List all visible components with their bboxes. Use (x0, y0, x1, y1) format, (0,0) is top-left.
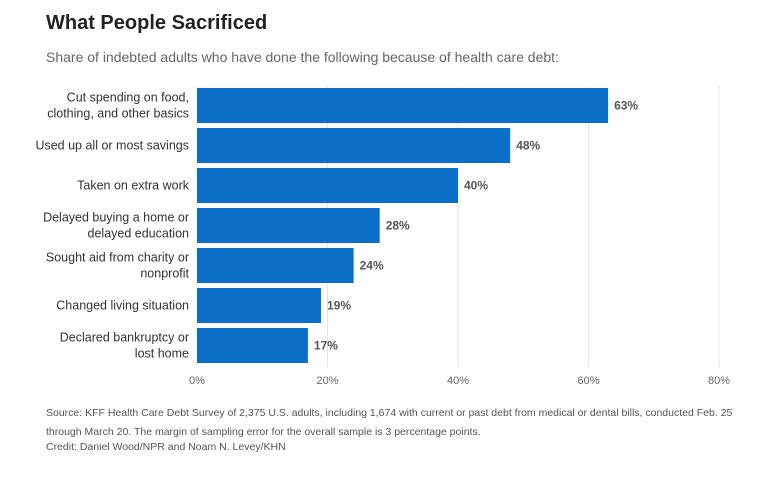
source-note: Source: KFF Health Care Debt Survey of 2… (46, 407, 733, 438)
category-label: Used up all or most savings (35, 139, 189, 153)
category-label: Changed living situation (56, 299, 189, 313)
bar (197, 128, 511, 163)
category-label: Taken on extra work (77, 179, 190, 193)
chart-subtitle: Share of indebted adults who have done t… (46, 49, 559, 65)
bar (197, 208, 380, 243)
bar (197, 248, 354, 283)
x-tick-label: 40% (447, 375, 469, 387)
data-label: 40% (464, 179, 488, 193)
bar (197, 88, 609, 123)
chart-title: What People Sacrificed (46, 12, 268, 34)
category-label: Cut spending on food, clothing, and other… (47, 91, 189, 121)
x-tick-label: 80% (708, 375, 730, 387)
data-label: 28% (386, 219, 410, 233)
x-tick-label: 60% (577, 375, 599, 387)
data-label: 24% (360, 259, 384, 273)
category-label: Declared bankruptcy or lost home (60, 331, 189, 361)
x-tick-label: 0% (189, 375, 205, 387)
bar (197, 328, 308, 363)
data-label: 48% (516, 139, 540, 153)
category-label: Sought aid from charity or nonprofit (46, 251, 190, 281)
category-label: Delayed buying a home or delayed educatio… (43, 211, 189, 241)
bar (197, 168, 458, 203)
x-tick-label: 20% (316, 375, 338, 387)
data-label: 63% (614, 99, 638, 113)
bar (197, 288, 321, 323)
data-label: 19% (327, 299, 351, 313)
credit-note: Credit: Daniel Wood/NPR and Noam N. Leve… (46, 441, 286, 453)
bar-chart: 0% 20% 40% 60% 80% Cut spending on food, cloth… (35, 86, 730, 387)
data-label: 17% (314, 339, 338, 353)
